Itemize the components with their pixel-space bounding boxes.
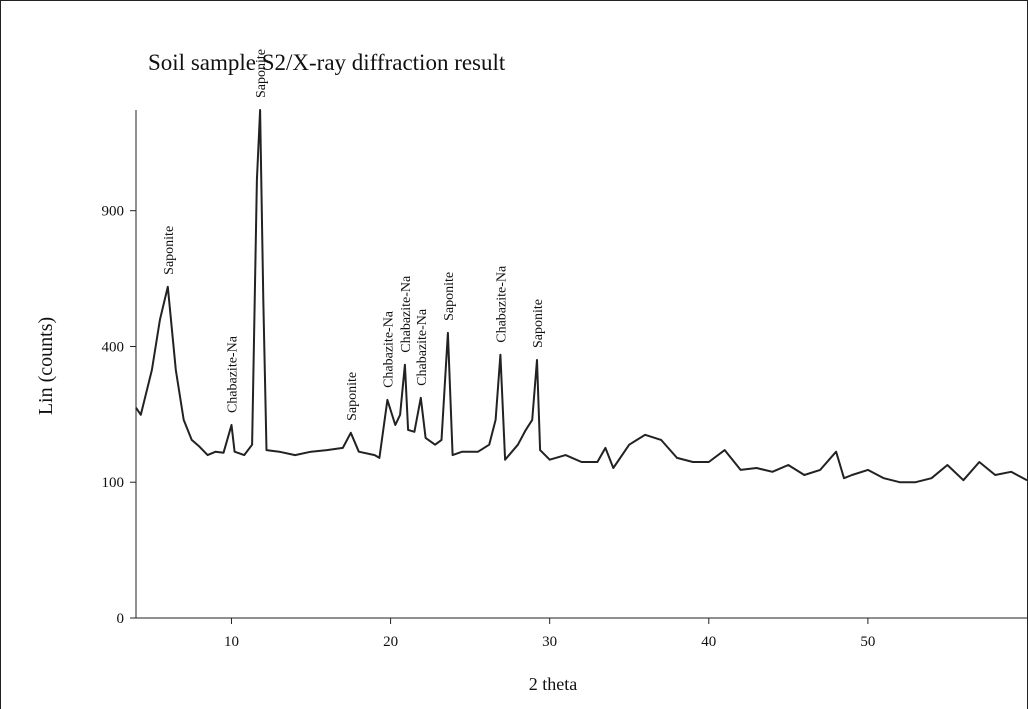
peak-annotation: Chabazite-Na: [381, 310, 396, 388]
chart-title: Soil sample S2/X-ray diffraction result: [148, 50, 506, 75]
line: [135, 109, 1028, 484]
peak-annotation: Chabazite-Na: [494, 265, 509, 343]
peak-annotation: Saponite: [531, 299, 546, 348]
x-tick-label: 40: [701, 634, 716, 650]
peak-annotation: Saponite: [254, 49, 269, 98]
peak-annotation: Chabazite-Na: [399, 275, 414, 353]
x-tick-label: 10: [224, 634, 239, 650]
x-tick-label: 50: [860, 634, 875, 650]
x-tick-label: 20: [383, 634, 398, 650]
x-axis-label: 2 theta: [529, 674, 577, 694]
peak-annotation: Chabazite-Na: [415, 308, 430, 386]
peak-annotation: Saponite: [162, 226, 177, 275]
x-tick-label: 30: [542, 634, 557, 650]
peak-annotation: Saponite: [442, 272, 457, 321]
y-tick-label: 900: [102, 204, 125, 220]
y-tick-label: 100: [102, 475, 125, 491]
y-axis-label: Lin (counts): [35, 317, 57, 415]
y-tick-label: 0: [117, 611, 125, 627]
y-tick-label: 400: [102, 339, 125, 355]
peak-annotation: Chabazite-Na: [225, 335, 240, 413]
peak-annotation: Saponite: [345, 372, 360, 421]
